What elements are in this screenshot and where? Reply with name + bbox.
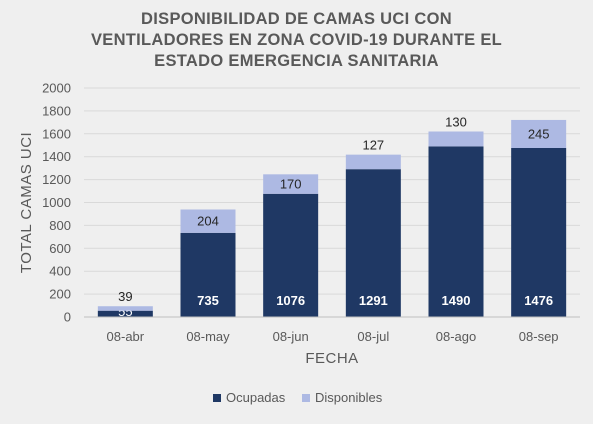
y-tick-label: 600 xyxy=(49,241,71,256)
y-axis-title: TOTAL CAMAS UCI xyxy=(18,132,35,273)
y-tick-label: 400 xyxy=(49,264,71,279)
data-label: 1490 xyxy=(442,293,471,308)
data-label: 130 xyxy=(445,115,467,130)
y-tick-label: 2000 xyxy=(42,81,71,96)
data-label: 170 xyxy=(280,177,302,192)
y-tick-label: 1400 xyxy=(42,149,71,164)
bar-ocupadas xyxy=(263,193,319,317)
y-tick-label: 800 xyxy=(49,218,71,233)
bar-ocupadas xyxy=(428,146,484,317)
x-tick-label: 08-may xyxy=(186,329,230,344)
bar-disponibles xyxy=(511,119,567,148)
legend-label-ocupadas: Ocupadas xyxy=(226,390,286,405)
bar-ocupadas xyxy=(511,147,567,317)
bar-disponibles xyxy=(97,306,153,311)
y-tick-label: 1200 xyxy=(42,172,71,187)
x-tick-label: 08-sep xyxy=(519,329,559,344)
x-tick-label: 08-ago xyxy=(436,329,476,344)
x-axis-title: FECHA xyxy=(305,350,358,367)
x-tick-label: 08-jun xyxy=(273,329,309,344)
bar-disponibles xyxy=(263,174,319,194)
y-tick-label: 1800 xyxy=(42,103,71,118)
chart-title-line-2: VENTILADORES EN ZONA COVID-19 DURANTE EL xyxy=(90,31,503,49)
legend-label-disponibles: Disponibles xyxy=(315,390,383,405)
y-tick-label: 200 xyxy=(49,287,71,302)
legend-swatch-disponibles xyxy=(302,394,310,402)
bar-disponibles xyxy=(428,131,484,147)
data-label: 1476 xyxy=(524,293,553,308)
data-label: 127 xyxy=(362,138,384,153)
data-label: 1291 xyxy=(359,293,388,308)
legend-swatch-ocupadas xyxy=(213,394,221,402)
bar-disponibles xyxy=(180,209,236,233)
data-label: 204 xyxy=(197,214,219,229)
data-label: 735 xyxy=(197,293,219,308)
chart-title-line-3: ESTADO EMERGENCIA SANITARIA xyxy=(154,52,439,70)
y-tick-label: 1600 xyxy=(42,126,71,141)
bar-ocupadas xyxy=(345,169,401,317)
y-tick-label: 0 xyxy=(64,310,71,325)
bar-disponibles xyxy=(345,154,401,170)
data-label: 1076 xyxy=(276,293,305,308)
x-tick-label: 08-abr xyxy=(107,329,145,344)
y-tick-label: 1000 xyxy=(42,195,71,210)
x-tick-label: 08-jul xyxy=(357,329,389,344)
bar-ocupadas xyxy=(180,232,236,317)
data-label: 245 xyxy=(528,126,550,141)
data-label: 39 xyxy=(118,289,132,304)
chart-title-line-1: DISPONIBILIDAD DE CAMAS UCI CON xyxy=(141,10,452,28)
bar-ocupadas xyxy=(97,310,153,317)
